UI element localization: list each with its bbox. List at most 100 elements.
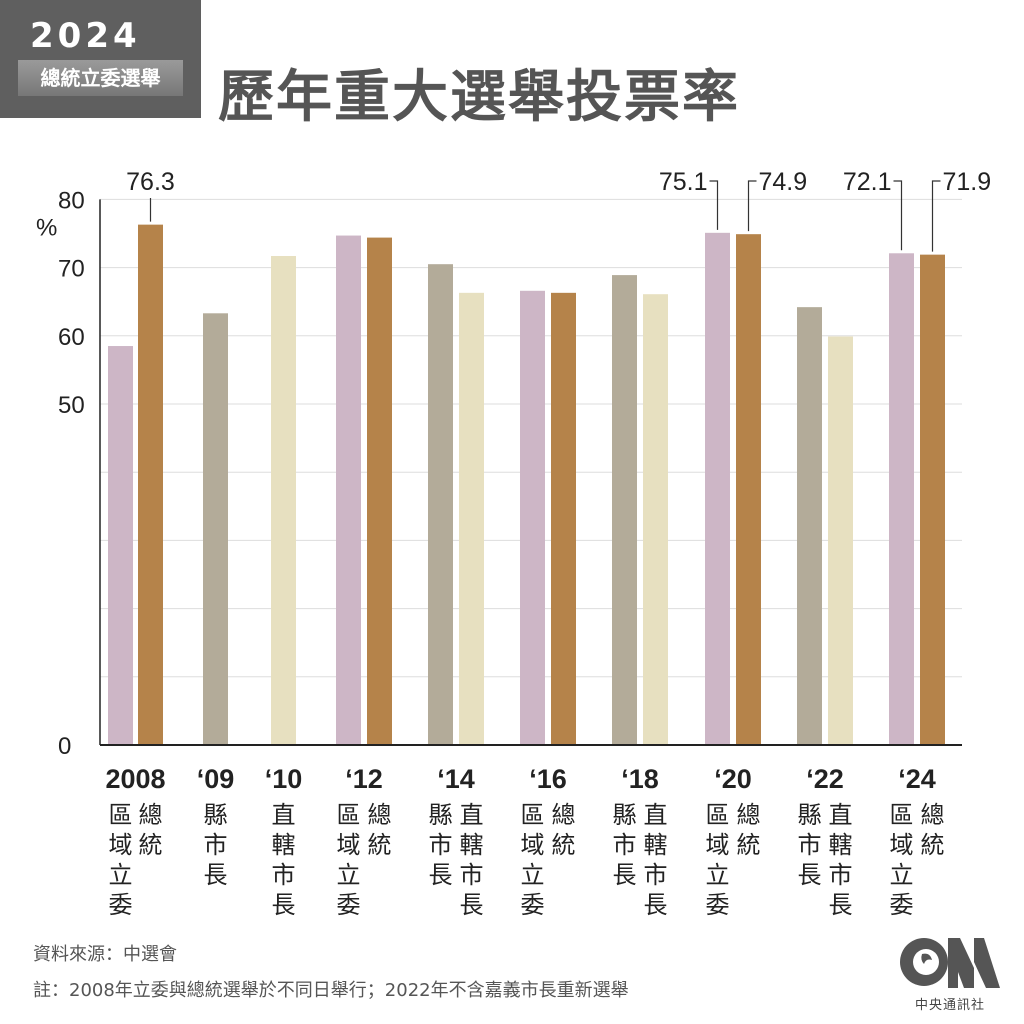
bar-type-label: 委 [521, 891, 545, 919]
bar-直轄市長 [828, 336, 853, 745]
bar-縣市長 [203, 313, 228, 745]
bar-type-label: 域 [109, 831, 133, 859]
bar-type-label: 長 [460, 891, 484, 919]
x-tick-label: ‘24 [898, 764, 936, 794]
source-note: 資料來源：中選會 [33, 944, 177, 965]
logo-text: 中央通訊社 [914, 998, 985, 1013]
bar-type-label: 域 [706, 831, 730, 859]
bar-type-label: 縣 [613, 801, 637, 829]
bar-type-label: 域 [890, 831, 914, 859]
bar-type-label: 轄 [829, 831, 853, 859]
y-tick-label: 70 [58, 256, 85, 283]
callout-line [709, 180, 719, 230]
bar-總統 [367, 237, 392, 746]
callout-line [747, 180, 757, 232]
bar-type-label: 縣 [429, 801, 453, 829]
bar-type-label: 統 [139, 831, 163, 859]
data-label: 76.3 [126, 168, 175, 196]
bar-type-label: 委 [890, 891, 914, 919]
bar-type-label: 市 [272, 861, 296, 889]
bar-直轄市長 [643, 294, 668, 745]
bar-type-label: 直 [272, 801, 296, 829]
bar-type-label: 委 [706, 891, 730, 919]
data-label: 74.9 [759, 168, 808, 196]
bar-type-label: 區 [337, 801, 361, 829]
cna-logo: 中央通訊社 [898, 932, 1002, 1013]
bar-type-label: 委 [337, 891, 361, 919]
bar-type-label: 長 [798, 861, 822, 889]
bar-縣市長 [428, 264, 453, 745]
callout-line [893, 180, 903, 251]
bar-type-label: 市 [204, 831, 228, 859]
x-tick-label: ‘10 [265, 764, 303, 794]
bar-type-label: 總 [552, 801, 576, 829]
bar-type-label: 立 [521, 861, 545, 889]
data-label: 75.1 [659, 168, 708, 196]
turnout-bar-chart: 050607080%區域立委總統76.32008縣市長‘09直轄市長‘10區域立… [36, 168, 992, 919]
bar-type-label: 區 [109, 801, 133, 829]
bar-縣市長 [612, 275, 637, 745]
bar-type-label: 總 [921, 801, 945, 829]
bar-type-label: 區 [521, 801, 545, 829]
bar-type-label: 市 [829, 861, 853, 889]
bar-總統 [920, 254, 945, 745]
bar-type-label: 總 [737, 801, 761, 829]
bar-type-label: 市 [798, 831, 822, 859]
page-title: 歷年重大選舉投票率 [218, 65, 740, 130]
bar-type-label: 立 [706, 861, 730, 889]
bar-type-label: 直 [829, 801, 853, 829]
bar-總統 [138, 224, 163, 745]
bar-區域立委 [336, 235, 361, 745]
election-badge: 2024 總統立委選舉 [0, 0, 201, 118]
bar-區域立委 [705, 232, 730, 745]
bar-type-label: 總 [368, 801, 392, 829]
bar-type-label: 區 [706, 801, 730, 829]
y-tick-label: 0 [58, 733, 71, 760]
bar-type-label: 轄 [460, 831, 484, 859]
y-tick-label: 80 [58, 187, 85, 214]
bar-type-label: 立 [337, 861, 361, 889]
bar-type-label: 長 [272, 891, 296, 919]
callout-line [931, 180, 941, 252]
bar-type-label: 轄 [644, 831, 668, 859]
bar-type-label: 統 [552, 831, 576, 859]
bar-type-label: 轄 [272, 831, 296, 859]
bar-type-label: 立 [890, 861, 914, 889]
bar-type-label: 長 [429, 861, 453, 889]
bar-type-label: 統 [368, 831, 392, 859]
badge-subtitle: 總統立委選舉 [18, 60, 183, 96]
data-label: 72.1 [843, 168, 892, 196]
bar-直轄市長 [459, 292, 484, 745]
bar-type-label: 市 [460, 861, 484, 889]
bar-type-label: 統 [737, 831, 761, 859]
y-tick-label: 50 [58, 392, 85, 419]
bar-直轄市長 [271, 256, 296, 745]
bar-type-label: 長 [644, 891, 668, 919]
y-tick-label: 60 [58, 324, 85, 351]
bar-type-label: 委 [109, 891, 133, 919]
bar-type-label: 區 [890, 801, 914, 829]
badge-year: 2024 [30, 16, 141, 56]
bar-type-label: 立 [109, 861, 133, 889]
bar-總統 [551, 292, 576, 745]
bar-總統 [736, 234, 761, 745]
bar-type-label: 直 [460, 801, 484, 829]
data-label: 71.9 [943, 168, 992, 196]
bar-type-label: 市 [613, 831, 637, 859]
x-tick-label: ‘22 [806, 764, 844, 794]
bar-type-label: 縣 [204, 801, 228, 829]
bar-type-label: 直 [644, 801, 668, 829]
bar-type-label: 長 [204, 861, 228, 889]
x-tick-label: 2008 [105, 764, 165, 794]
bar-區域立委 [520, 290, 545, 745]
bar-type-label: 市 [644, 861, 668, 889]
x-tick-label: ‘09 [197, 764, 235, 794]
cna-logo-icon [900, 938, 1000, 988]
bar-type-label: 市 [429, 831, 453, 859]
footnote: 註：2008年立委與總統選舉於不同日舉行；2022年不含嘉義市長重新選舉 [33, 980, 629, 1001]
x-tick-label: ‘18 [621, 764, 659, 794]
bar-type-label: 縣 [798, 801, 822, 829]
bar-區域立委 [108, 346, 133, 745]
bar-type-label: 長 [613, 861, 637, 889]
x-tick-label: ‘16 [529, 764, 567, 794]
